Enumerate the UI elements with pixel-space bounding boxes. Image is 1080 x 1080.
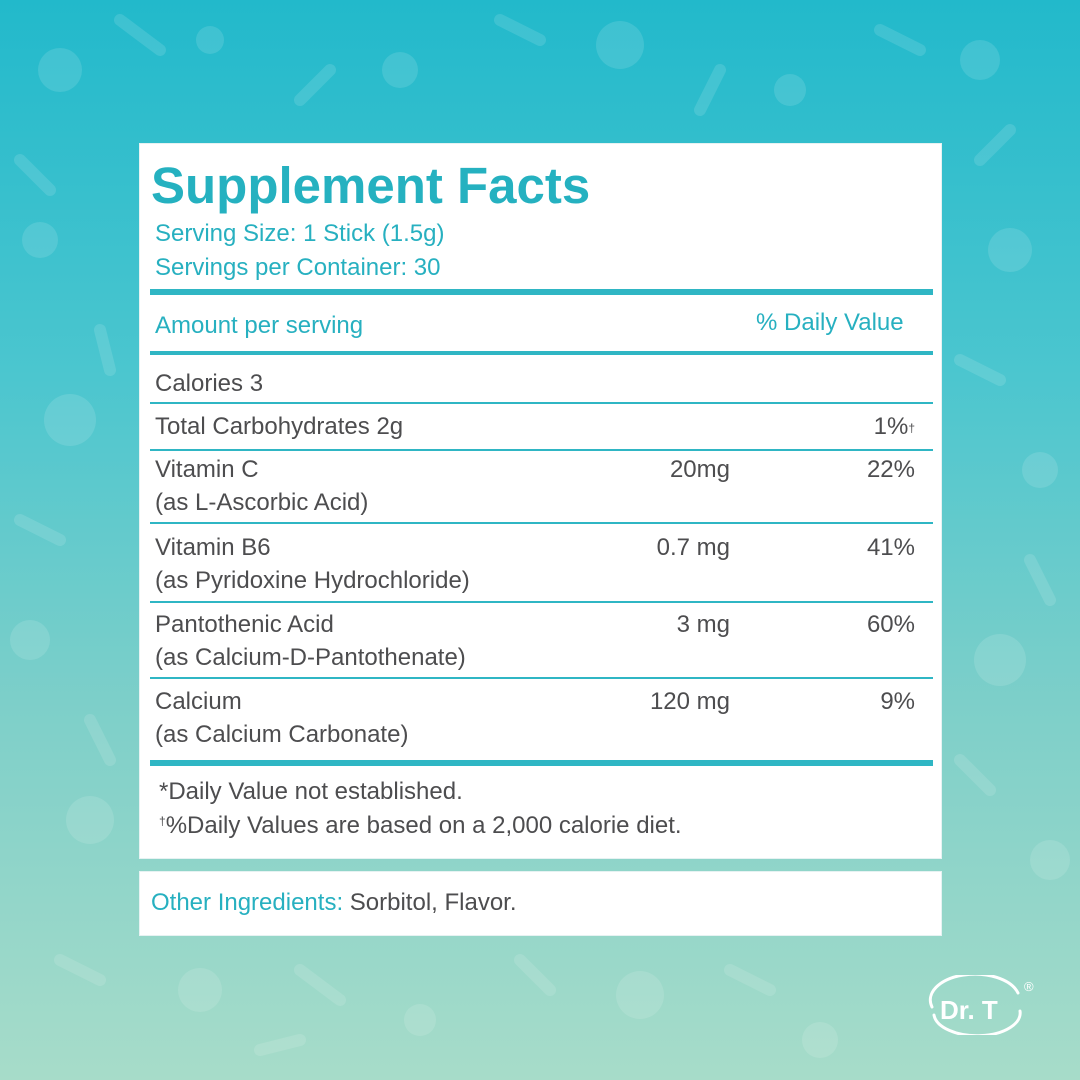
nutrient-amount: 120 mg [649,688,730,715]
registered-mark: ® [1024,979,1034,994]
row-divider [150,402,933,404]
footnote-daily-values-basis: †%Daily Values are based on a 2,000 calo… [159,812,682,840]
nutrient-daily-value: 60% [866,611,915,638]
supplement-facts-panel: Supplement Facts Serving Size: 1 Stick (… [139,143,942,859]
row-divider [150,449,933,451]
nutrient-name: Vitamin C [155,456,259,483]
other-ingredients: Other Ingredients: Sorbitol, Flavor. [151,889,517,917]
nutrient-name: Pantothenic Acid [155,611,334,638]
carbs-label: Total Carbohydrates 2g [155,413,404,440]
nutrient-source: (as Calcium-D-Pantothenate) [155,644,466,671]
row-divider [150,522,933,524]
nutrient-amount: 3 mg [676,611,730,638]
nutrient-source: (as Pyridoxine Hydrochloride) [155,567,470,594]
other-ingredients-label: Other Ingredients: [151,889,344,916]
nutrient-source: (as L-Ascorbic Acid) [155,489,369,516]
row-divider [150,677,933,679]
dagger-mark: † [908,421,915,435]
serving-size: Serving Size: 1 Stick (1.5g) [155,220,445,247]
nutrient-name: Calcium [155,688,242,715]
dr-t-logo-icon: Dr. T ® [920,972,1040,1038]
other-ingredients-value: Sorbitol, Flavor. [343,889,517,916]
carbs-daily-value: 1%† [795,410,915,443]
thick-divider [150,289,933,295]
other-ingredients-panel: Other Ingredients: Sorbitol, Flavor. [139,871,942,936]
row-divider [150,601,933,603]
header-daily-value: % Daily Value [756,309,904,336]
footnote-text: %Daily Values are based on a 2,000 calor… [165,812,682,839]
nutrient-source: (as Calcium Carbonate) [155,721,409,748]
header-divider [150,351,933,355]
dagger-mark: † [159,814,166,828]
servings-per-container: Servings per Container: 30 [155,254,441,281]
thick-divider [150,760,933,766]
header-amount: Amount per serving [155,312,364,339]
footnote-daily-value-not-established: *Daily Value not established. [159,778,463,805]
nutrient-daily-value: 41% [866,534,915,561]
nutrient-daily-value: 22% [866,456,915,483]
logo-text: Dr. T [940,995,998,1025]
nutrient-amount: 20mg [669,456,730,483]
nutrient-daily-value: 9% [880,688,915,715]
carbs-dv-value: 1% [873,413,909,440]
nutrient-name: Vitamin B6 [155,534,271,561]
panel-title: Supplement Facts [151,157,591,214]
nutrient-amount: 0.7 mg [656,534,730,561]
calories: Calories 3 [155,370,264,397]
